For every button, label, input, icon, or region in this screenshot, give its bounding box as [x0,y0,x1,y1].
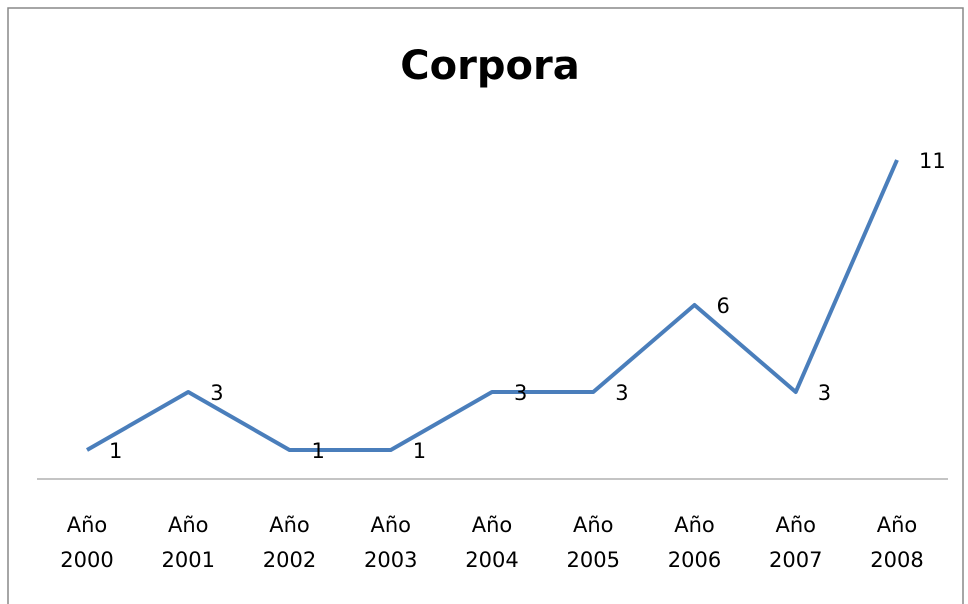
data-label: 3 [615,381,628,405]
data-label: 1 [109,439,122,463]
data-label: 6 [717,294,730,318]
data-label: 1 [413,439,426,463]
x-tick-label: Año 2003 [364,513,418,572]
chart-frame [7,7,964,604]
data-label: 11 [919,149,946,173]
x-tick-label: Año 2004 [465,513,519,572]
data-label: 3 [210,381,223,405]
x-tick-label: Año 2001 [161,513,215,572]
x-tick-label: Año 2006 [667,513,722,572]
data-label: 3 [818,381,831,405]
data-label: 3 [514,381,527,405]
x-tick-label: Año 2008 [870,513,924,572]
chart-title: Corpora [400,43,579,89]
x-tick-label: Año 2002 [262,513,317,572]
x-tick-label: Año 2005 [566,513,620,572]
x-tick-label: Año 2000 [60,513,114,572]
data-label: 1 [312,439,325,463]
x-tick-label: Año 2007 [769,513,823,572]
line-series [86,159,899,452]
